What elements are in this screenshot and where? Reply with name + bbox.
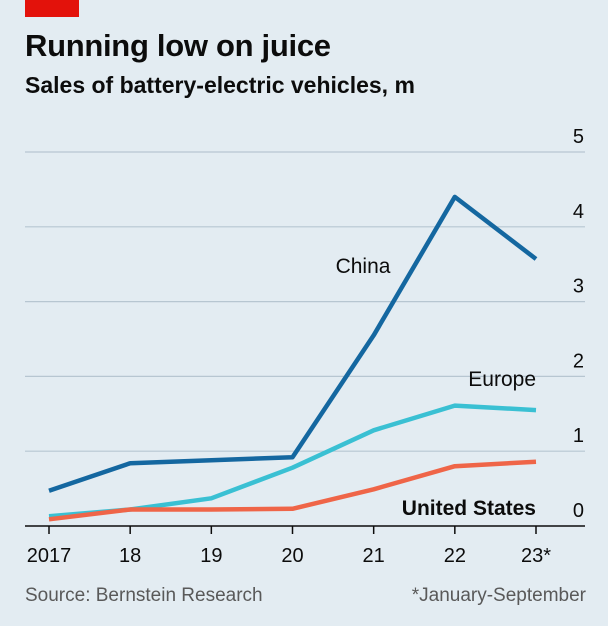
series-labels: China Europe United States [336, 255, 536, 520]
series-line-united-states [48, 459, 537, 522]
chart-subtitle: Sales of battery-electric vehicles, m [25, 72, 415, 98]
x-tick-label-6: 23* [521, 545, 551, 567]
series-lines [48, 194, 538, 522]
y-tick-label-4: 4 [573, 201, 584, 223]
x-tick-label-5: 22 [444, 545, 466, 567]
series-label-europe: Europe [468, 368, 536, 391]
series-line-china [48, 194, 538, 493]
y-tick-label-3: 3 [573, 276, 584, 298]
x-tick-label-2: 19 [200, 545, 222, 567]
y-tick-label-5: 5 [573, 126, 584, 148]
x-axis: 2017 18 19 20 21 22 23* [25, 525, 585, 567]
source-note: Source: Bernstein Research [25, 585, 263, 606]
y-tick-label-0: 0 [573, 500, 584, 522]
series-label-china: China [336, 255, 391, 278]
brand-tag [25, 0, 79, 17]
chart-title: Running low on juice [25, 28, 331, 63]
x-tick-label-3: 20 [281, 545, 303, 567]
footnote: *January-September [411, 585, 586, 606]
x-tick-label-4: 21 [363, 545, 385, 567]
y-tick-label-1: 1 [573, 425, 584, 447]
y-tick-label-2: 2 [573, 350, 584, 372]
x-tick-label-0: 2017 [27, 545, 72, 567]
y-axis-tick-labels: 0 1 2 3 4 5 [573, 126, 584, 522]
series-label-united-states: United States [402, 497, 536, 520]
x-tick-label-1: 18 [119, 545, 141, 567]
